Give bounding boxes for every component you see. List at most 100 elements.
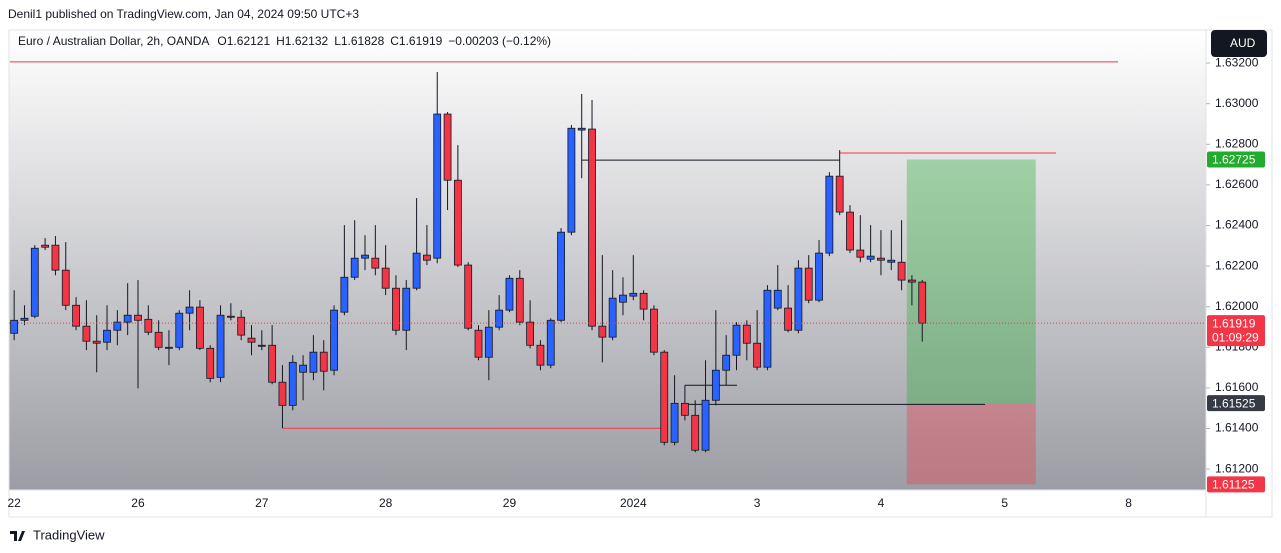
- brand-logo: [10, 531, 25, 541]
- candle-body: [505, 277, 514, 311]
- legend-low: L1.61828: [334, 34, 384, 48]
- candle-body: [237, 316, 246, 336]
- candle-body: [629, 292, 638, 297]
- candle-body: [670, 402, 679, 443]
- candle-body: [536, 344, 545, 366]
- candle-body: [103, 329, 111, 343]
- candle-body: [908, 279, 916, 283]
- candle-body: [846, 211, 854, 251]
- candle-body: [484, 326, 493, 358]
- candle-body: [619, 294, 627, 303]
- y-tick-label: 1.62600: [1215, 177, 1259, 191]
- currency-label: AUD: [1230, 36, 1256, 50]
- x-tick-label: 28: [379, 496, 393, 510]
- candle-body: [515, 277, 524, 323]
- candle-body: [691, 414, 700, 451]
- candle-body: [877, 257, 885, 261]
- candle-body: [340, 276, 349, 313]
- currency-button[interactable]: [1211, 30, 1267, 57]
- y-tick-label: 1.63000: [1215, 96, 1259, 110]
- candle-body: [722, 354, 731, 371]
- profit-zone: [906, 159, 1036, 404]
- candle-body: [216, 314, 225, 378]
- candle-body: [577, 127, 586, 131]
- candle-body: [815, 252, 823, 301]
- candle-body: [464, 264, 473, 329]
- candle-body: [82, 325, 91, 342]
- candle-body: [402, 287, 411, 331]
- candle-body: [10, 319, 19, 334]
- legend-high: H1.62132: [276, 34, 328, 48]
- candle-body: [835, 175, 844, 213]
- candle-body: [330, 309, 338, 371]
- candle-body: [763, 289, 772, 368]
- legend-title: Euro / Australian Dollar, 2h, OANDA: [18, 34, 209, 48]
- candle-body: [278, 381, 287, 406]
- candle-body: [639, 292, 648, 310]
- candle-body: [495, 309, 504, 328]
- candle-body: [443, 113, 452, 181]
- entry-label: 1.61525: [1212, 396, 1256, 410]
- candle-body: [123, 314, 132, 323]
- target-label: 1.62725: [1212, 153, 1256, 167]
- candle-body: [701, 399, 710, 451]
- candle-body: [309, 351, 318, 373]
- x-tick-label: 22: [7, 496, 21, 510]
- candle-body: [453, 179, 462, 266]
- last-price-label: 1.61919: [1212, 316, 1256, 330]
- publisher-line: Denil1 published on TradingView.com, Jan…: [8, 7, 359, 21]
- legend-change: −0.00203 (−0.12%): [448, 34, 551, 48]
- candle-body: [185, 306, 194, 314]
- candle-body: [268, 344, 277, 383]
- candle-body: [144, 318, 153, 333]
- candle-body: [361, 254, 369, 259]
- stop-label: 1.61125: [1212, 477, 1255, 491]
- candle-body: [897, 261, 906, 281]
- x-tick-label: 29: [503, 496, 517, 510]
- candle-body: [546, 319, 555, 366]
- time-axis: [8, 489, 1207, 518]
- plot-pane: [8, 29, 1207, 491]
- candle-body: [650, 308, 658, 353]
- candle-body: [392, 287, 400, 331]
- y-tick-label: 1.62800: [1215, 136, 1259, 150]
- y-tick-label: 1.62200: [1215, 258, 1259, 272]
- y-tick-label: 1.62400: [1215, 218, 1259, 232]
- x-tick-label: 8: [1125, 496, 1132, 510]
- candle-body: [61, 269, 70, 306]
- candle-body: [51, 244, 60, 271]
- candle-body: [608, 297, 617, 338]
- candle-body: [526, 321, 535, 346]
- x-tick-label: 3: [754, 496, 761, 510]
- candle-body: [257, 344, 266, 347]
- x-tick-label: 26: [131, 496, 145, 510]
- candle-body: [412, 252, 421, 289]
- y-tick-label: 1.61200: [1215, 461, 1259, 475]
- candle-body: [660, 351, 669, 443]
- candle-body: [732, 324, 741, 356]
- candle-body: [371, 257, 380, 269]
- entry-badge: [1207, 395, 1265, 412]
- x-tick-label: 4: [878, 496, 885, 510]
- loss-zone: [906, 403, 1036, 485]
- candle-body: [794, 267, 803, 331]
- candle-body: [711, 369, 720, 401]
- candle-body: [588, 128, 596, 327]
- y-tick-label: 1.63200: [1215, 55, 1259, 69]
- candle-body: [41, 244, 50, 248]
- y-tick-label: 1.62000: [1215, 299, 1259, 313]
- candle-body: [804, 267, 813, 301]
- candle-body: [196, 306, 204, 349]
- candle-body: [557, 231, 565, 321]
- candle-body: [567, 127, 576, 233]
- x-tick-label: 2024: [620, 496, 647, 510]
- candle-body: [381, 267, 390, 289]
- candle-body: [319, 351, 328, 372]
- candle-body: [350, 257, 359, 278]
- legend: Euro / Australian Dollar, 2h, OANDA O1.62…: [18, 34, 551, 48]
- legend-open: O1.62121: [217, 34, 270, 48]
- stop-badge: [1207, 476, 1265, 493]
- candle-body: [134, 314, 142, 321]
- legend-close: C1.61919: [390, 34, 442, 48]
